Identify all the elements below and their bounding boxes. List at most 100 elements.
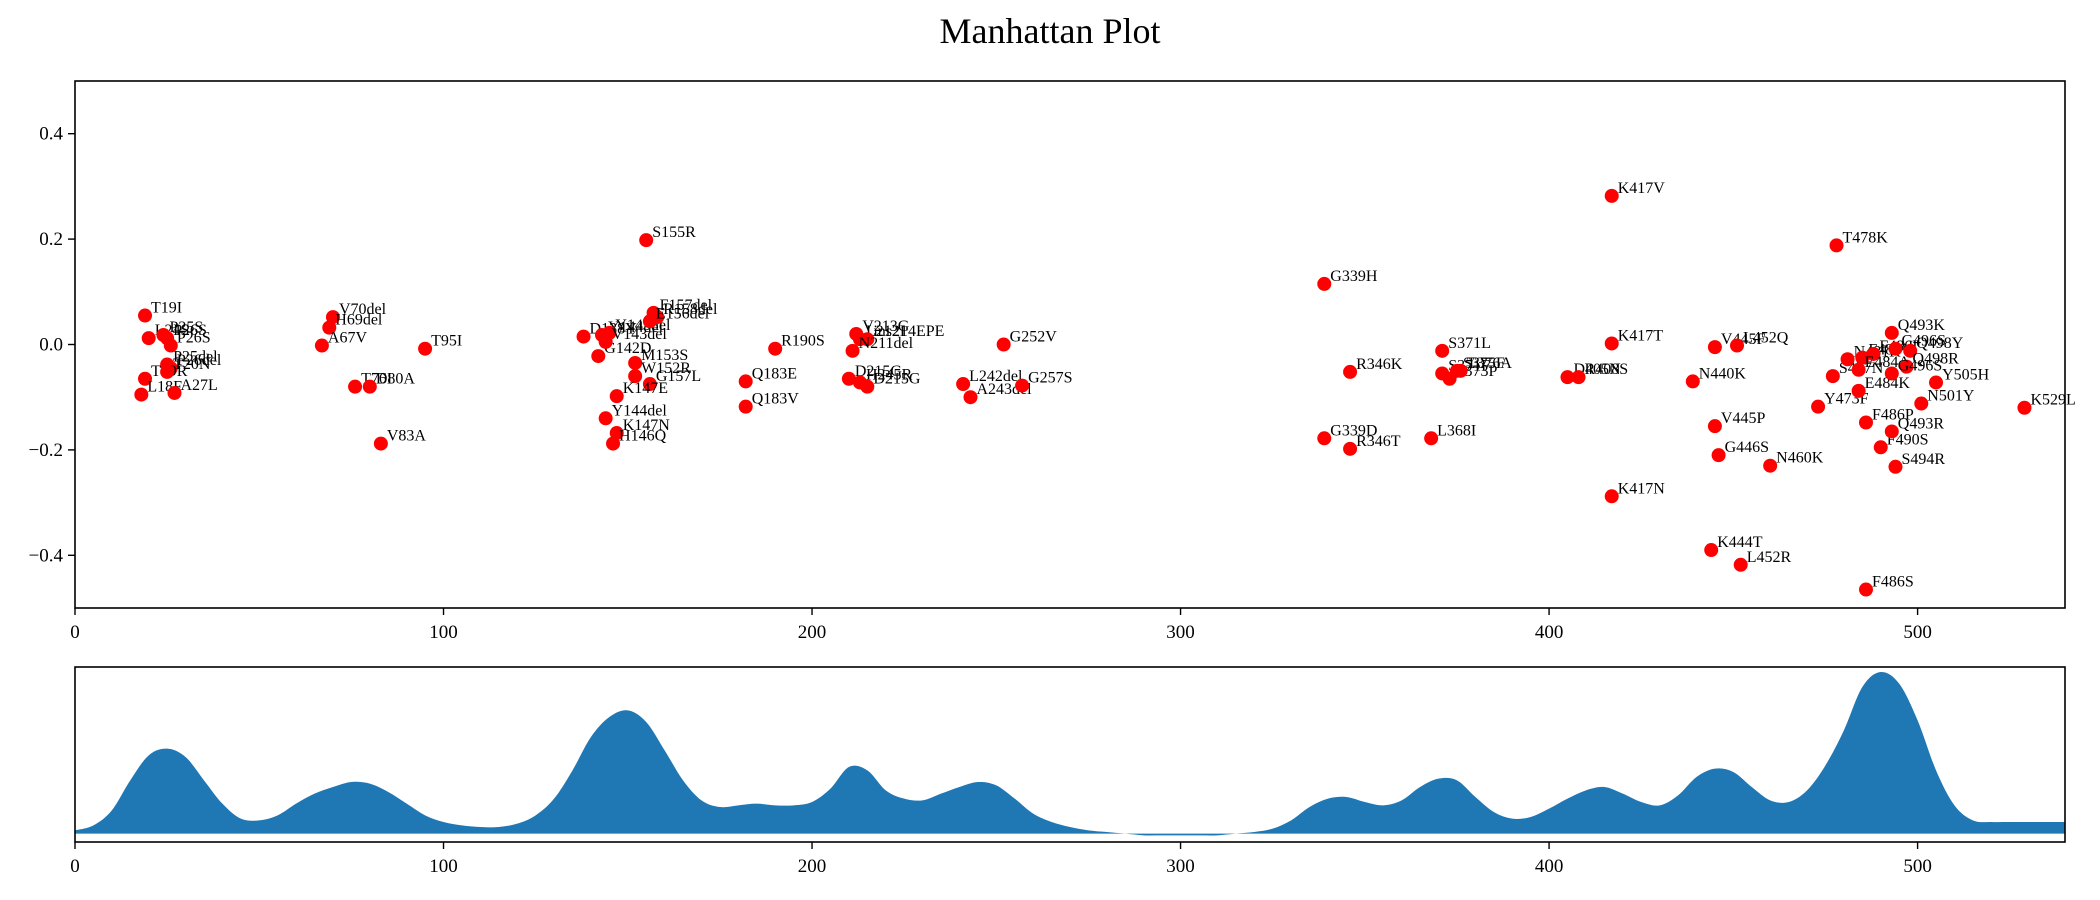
point-label: R346K bbox=[1356, 356, 1403, 373]
point-label: G142D bbox=[604, 340, 651, 357]
x-tick-label: 400 bbox=[1535, 856, 1564, 877]
data-point bbox=[1884, 366, 1899, 381]
point-label: Q183V bbox=[752, 391, 800, 408]
point-label: L452Q bbox=[1743, 330, 1789, 347]
data-point bbox=[1829, 238, 1844, 253]
point-label: S371L bbox=[1448, 335, 1491, 352]
y-tick-label: 0.4 bbox=[39, 124, 63, 145]
point-label: R346T bbox=[1356, 433, 1401, 450]
x-tick-label: 500 bbox=[1903, 856, 1932, 877]
point-label: D80A bbox=[376, 371, 416, 388]
data-point bbox=[134, 387, 149, 402]
data-point bbox=[1859, 415, 1873, 430]
data-point bbox=[1884, 325, 1899, 340]
data-point bbox=[609, 426, 624, 441]
point-label: V83A bbox=[387, 428, 427, 445]
point-label: D215G bbox=[855, 363, 903, 380]
point-label: H245R bbox=[866, 366, 913, 383]
point-label: Q183E bbox=[752, 365, 797, 382]
x-tick-label: 0 bbox=[70, 856, 80, 877]
data-point bbox=[160, 364, 175, 379]
data-point bbox=[348, 379, 363, 394]
data-point bbox=[1604, 188, 1619, 203]
x-tick-label: 500 bbox=[1903, 622, 1932, 643]
point-label: H146Q bbox=[619, 428, 667, 445]
data-point bbox=[167, 385, 182, 400]
y-tick-label: −0.4 bbox=[29, 545, 64, 566]
data-point bbox=[1903, 343, 1918, 358]
data-point bbox=[325, 310, 340, 325]
x-tick-label: 200 bbox=[798, 856, 827, 877]
point-label: T95I bbox=[431, 333, 462, 350]
data-point bbox=[1685, 374, 1700, 389]
point-label: L368I bbox=[1437, 422, 1476, 439]
point-label: G339D bbox=[1330, 422, 1377, 439]
point-label: Q498Y bbox=[1916, 335, 1964, 352]
data-point bbox=[1884, 424, 1899, 439]
data-point bbox=[1888, 459, 1903, 474]
data-point bbox=[1914, 396, 1929, 411]
point-label: M153S bbox=[641, 347, 688, 364]
data-point bbox=[1866, 346, 1881, 361]
y-tick-label: −0.2 bbox=[29, 440, 63, 461]
point-label: E156del bbox=[656, 305, 710, 322]
data-point bbox=[418, 341, 433, 356]
point-label: K417T bbox=[1618, 327, 1664, 344]
data-point bbox=[1851, 362, 1866, 377]
point-label: Y505H bbox=[1942, 366, 1990, 383]
data-point bbox=[1811, 399, 1826, 414]
point-label: N460K bbox=[1776, 450, 1824, 467]
point-label: T376A bbox=[1467, 355, 1513, 372]
point-label: R190S bbox=[781, 333, 825, 350]
data-point bbox=[628, 355, 643, 370]
data-point bbox=[841, 371, 856, 386]
point-label: R408S bbox=[1585, 361, 1629, 378]
point-label: F486P bbox=[1872, 406, 1914, 423]
data-point bbox=[1855, 350, 1870, 365]
data-point bbox=[591, 349, 606, 364]
data-point bbox=[1317, 276, 1332, 291]
point-label: G496S bbox=[1898, 357, 1942, 374]
point-label: T20N bbox=[173, 356, 211, 373]
data-point bbox=[609, 389, 624, 404]
x-tick-label: 100 bbox=[429, 622, 458, 643]
point-label: V213G bbox=[862, 318, 910, 335]
data-point bbox=[1888, 341, 1903, 356]
data-point bbox=[845, 343, 860, 358]
point-label: H69del bbox=[335, 312, 383, 329]
point-label: W152R bbox=[641, 360, 691, 377]
data-point bbox=[1424, 431, 1439, 446]
point-label: F486S bbox=[1872, 574, 1914, 591]
point-label: P25S bbox=[169, 319, 203, 336]
point-label: A27L bbox=[181, 377, 218, 394]
data-point bbox=[1604, 489, 1619, 504]
point-label: S155R bbox=[652, 224, 696, 241]
x-tick-label: 200 bbox=[798, 622, 827, 643]
data-point bbox=[738, 374, 753, 389]
data-point bbox=[1707, 340, 1722, 355]
point-label: G257S bbox=[1028, 370, 1072, 387]
data-point bbox=[1859, 582, 1873, 597]
data-point bbox=[1604, 336, 1619, 351]
data-point bbox=[628, 369, 643, 384]
point-label: F157del bbox=[660, 297, 713, 314]
point-label: S375F bbox=[1463, 355, 1505, 372]
point-label: Q493R bbox=[1898, 415, 1945, 432]
x-tick-label: 300 bbox=[1166, 622, 1195, 643]
point-label: K147N bbox=[623, 417, 671, 434]
point-label: N440K bbox=[1699, 365, 1747, 382]
point-label: Y144del bbox=[612, 402, 668, 419]
data-point bbox=[1730, 338, 1745, 353]
data-point bbox=[598, 411, 613, 426]
point-label: ins214EPE bbox=[873, 323, 944, 340]
x-tick-label: 100 bbox=[429, 856, 458, 877]
data-point bbox=[1851, 383, 1866, 398]
data-point bbox=[1343, 441, 1358, 456]
data-point bbox=[2017, 400, 2032, 415]
point-label: P26S bbox=[173, 322, 207, 339]
data-point bbox=[956, 377, 971, 392]
y-tick-label: 0.0 bbox=[39, 335, 63, 356]
data-point bbox=[606, 436, 621, 451]
